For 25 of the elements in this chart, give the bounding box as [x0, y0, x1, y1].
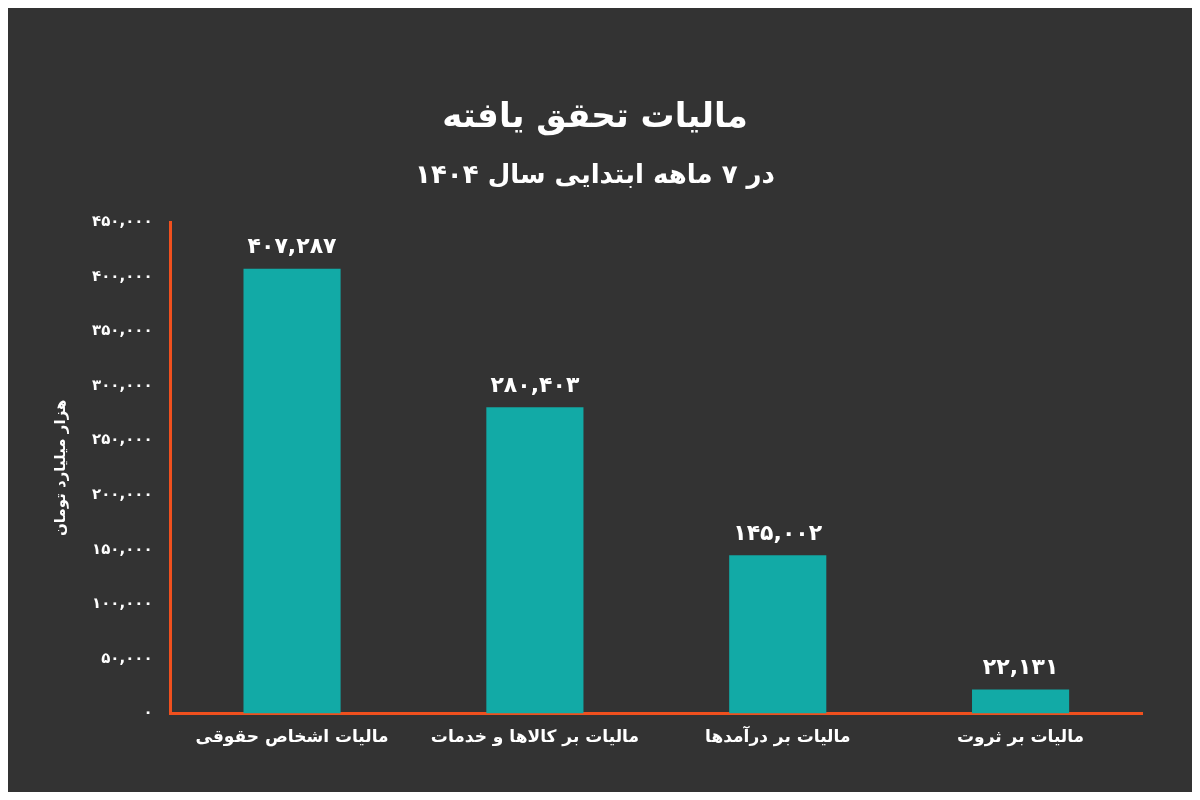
chart-subtitle: در ۷ ماهه ابتدایی سال ۱۴۰۴	[415, 159, 775, 190]
y-tick-label: ۵۰,۰۰۰	[101, 648, 153, 667]
x-tick-label: مالیات بر کالاها و خدمات	[430, 726, 639, 748]
bar	[729, 555, 827, 714]
y-tick-label: ۱۵۰,۰۰۰	[91, 539, 153, 558]
x-tick-label: مالیات اشخاص حقوقی	[195, 726, 389, 748]
y-tick-label: ۴۵۰,۰۰۰	[91, 211, 153, 230]
y-tick-label: ۴۰۰,۰۰۰	[91, 266, 153, 285]
y-tick-label: ۲۰۰,۰۰۰	[91, 485, 153, 503]
bar	[243, 268, 341, 714]
data-label: ۱۴۵,۰۰۲	[733, 519, 823, 545]
x-tick-label: مالیات بر ثروت	[957, 726, 1085, 748]
y-tick-label: ۳۵۰,۰۰۰	[91, 321, 153, 340]
bar	[972, 689, 1070, 714]
y-axis-title: هزار میلیارد تومان	[50, 399, 69, 536]
data-label: ۴۰۷,۲۸۷	[247, 233, 338, 259]
data-label: ۲۸۰,۴۰۳	[490, 371, 580, 397]
y-tick-label: ۰	[143, 703, 153, 722]
y-tick-label: ۱۰۰,۰۰۰	[91, 594, 153, 613]
data-label: ۲۲,۱۳۱	[982, 654, 1059, 680]
x-tick-label: مالیات بر درآمدها	[705, 725, 851, 748]
y-tick-label: ۳۰۰,۰۰۰	[91, 375, 153, 394]
bar	[486, 407, 584, 714]
y-tick-label: ۲۵۰,۰۰۰	[91, 430, 153, 449]
chart-title: مالیات تحقق یافته	[442, 95, 748, 137]
